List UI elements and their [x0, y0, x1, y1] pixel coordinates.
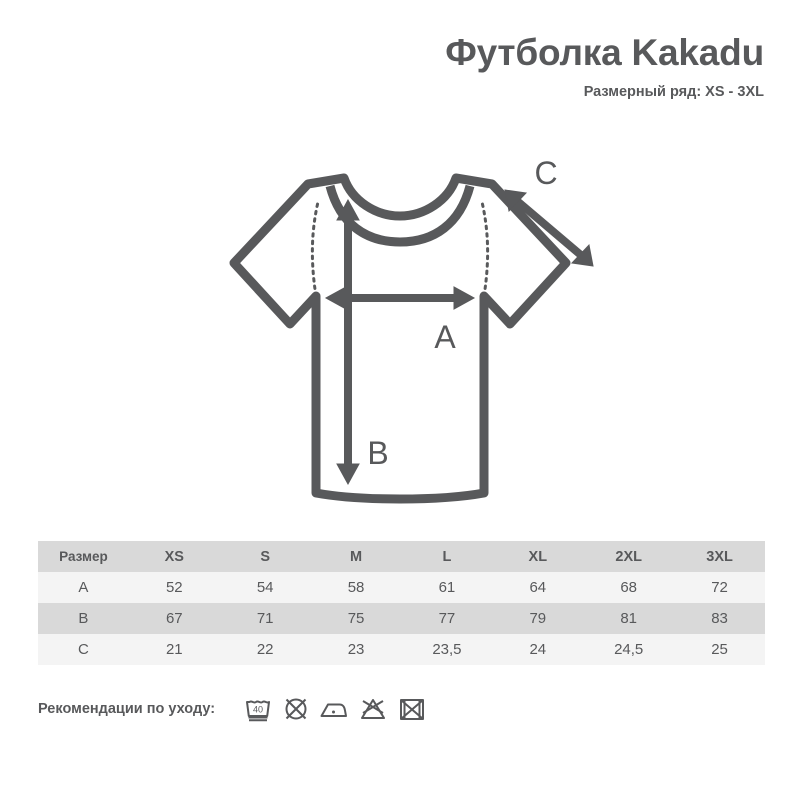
cell-b-s: 71: [219, 603, 311, 634]
size-range-subtitle: Размерный ряд: XS - 3XL: [583, 83, 764, 100]
cell-b-2xl: 81: [583, 603, 675, 634]
cell-b-xl: 79: [492, 603, 584, 634]
tshirt-diagram: A B C: [0, 138, 800, 518]
column-header-xs: XS: [128, 541, 220, 572]
do-not-bleach-icon: [358, 694, 388, 724]
care-icon-list: 40: [243, 694, 427, 724]
cell-c-m: 23: [310, 634, 402, 665]
cell-c-3xl: 25: [674, 634, 765, 665]
cell-a-xs: 52: [128, 572, 220, 603]
iron-low-one-dot-icon: [319, 694, 349, 724]
cell-a-l: 61: [401, 572, 493, 603]
do-not-dry-clean-icon: [282, 694, 310, 724]
measure-label-c: C: [534, 155, 557, 191]
column-header-s: S: [219, 541, 311, 572]
care-instructions-label: Рекомендации по уходу:: [38, 701, 216, 717]
measure-arrow-b: [336, 198, 360, 486]
cell-a-xl: 64: [492, 572, 584, 603]
table-row: A 52 54 58 61 64 68 72: [38, 572, 765, 603]
cell-b-3xl: 83: [674, 603, 765, 634]
row-label-a: A: [38, 572, 129, 603]
cell-a-m: 58: [310, 572, 402, 603]
cell-c-xl: 24: [492, 634, 584, 665]
cell-a-3xl: 72: [674, 572, 765, 603]
cell-b-l: 77: [401, 603, 493, 634]
measure-label-a: A: [434, 319, 456, 355]
column-header-l: L: [401, 541, 493, 572]
seam-line-right: [480, 200, 490, 298]
seam-line-left: [310, 200, 320, 298]
cell-a-2xl: 68: [583, 572, 675, 603]
cell-b-xs: 67: [128, 603, 220, 634]
column-header-m: M: [310, 541, 402, 572]
wash-40-delicate-icon: 40: [243, 694, 273, 724]
cell-c-s: 22: [219, 634, 311, 665]
column-header-2xl: 2XL: [583, 541, 675, 572]
column-header-measure: Размер: [38, 541, 129, 572]
measure-arrow-c: [504, 189, 594, 267]
column-header-xl: XL: [492, 541, 584, 572]
column-header-3xl: 3XL: [674, 541, 765, 572]
page-header: Футболка Kakadu Размерный ряд: XS - 3XL: [445, 32, 764, 100]
care-instructions: Рекомендации по уходу: 40: [38, 694, 427, 724]
page-title: Футболка Kakadu: [445, 32, 764, 73]
cell-a-s: 54: [219, 572, 311, 603]
measure-label-b: B: [367, 435, 388, 471]
wash-temperature-text: 40: [253, 705, 263, 715]
tshirt-outline: [229, 173, 571, 504]
table-header-row: Размер XS S M L XL 2XL 3XL: [38, 541, 765, 572]
cell-c-2xl: 24,5: [583, 634, 675, 665]
row-label-b: B: [38, 603, 129, 634]
size-table: Размер XS S M L XL 2XL 3XL A 52 54 58 61…: [38, 541, 765, 665]
cell-c-xs: 21: [128, 634, 220, 665]
table-row: B 67 71 75 77 79 81 83: [38, 603, 765, 634]
measure-arrow-a: [324, 286, 476, 310]
cell-c-l: 23,5: [401, 634, 493, 665]
do-not-tumble-dry-icon: [397, 694, 427, 724]
table-row: C 21 22 23 23,5 24 24,5 25: [38, 634, 765, 665]
cell-b-m: 75: [310, 603, 402, 634]
row-label-c: C: [38, 634, 129, 665]
